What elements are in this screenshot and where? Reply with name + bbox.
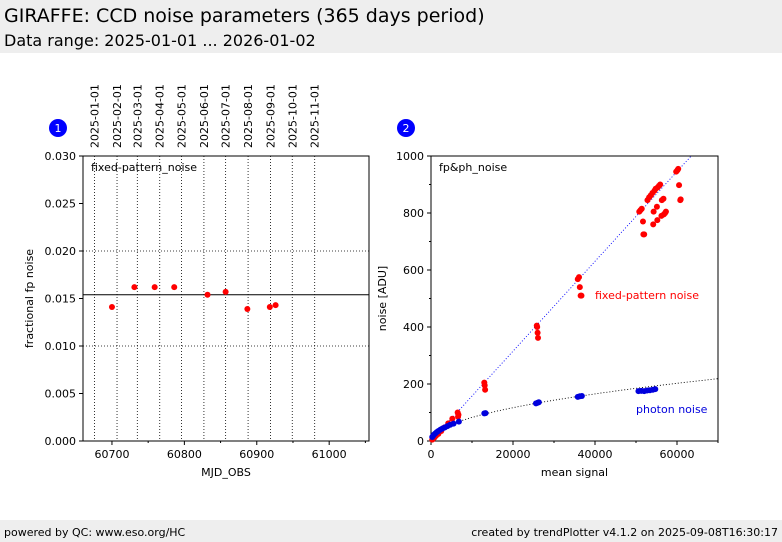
x-tick-label: 60800 bbox=[167, 448, 202, 461]
date-axis-label: 2025-06-01 bbox=[198, 84, 211, 148]
panel-badge bbox=[49, 119, 67, 137]
date-axis-label: 2025-08-01 bbox=[242, 84, 255, 148]
data-point bbox=[449, 415, 456, 422]
data-point bbox=[639, 218, 646, 225]
data-point bbox=[272, 302, 279, 309]
y-tick-label: 0.010 bbox=[45, 340, 77, 353]
series-label-fixed-pattern: fixed-pattern noise bbox=[595, 289, 699, 302]
y-tick-label: 0.015 bbox=[45, 293, 77, 306]
data-point bbox=[650, 221, 657, 228]
data-point bbox=[641, 231, 648, 238]
x-axis-label: mean signal bbox=[541, 466, 608, 479]
data-point bbox=[638, 205, 645, 212]
y-tick-label: 800 bbox=[403, 207, 424, 220]
x-axis-label: MJD_OBS bbox=[201, 466, 251, 479]
panel-badge-number: 2 bbox=[403, 122, 410, 135]
series-label-photon: photon noise bbox=[636, 403, 708, 416]
y-axis-label: fractional fp noise bbox=[23, 249, 36, 348]
x-tick-label: 60900 bbox=[239, 448, 274, 461]
data-point bbox=[151, 284, 158, 291]
x-tick-label: 40000 bbox=[578, 448, 613, 461]
y-tick-label: 600 bbox=[403, 264, 424, 277]
fit-curve bbox=[431, 156, 692, 441]
data-point bbox=[482, 410, 489, 417]
data-point bbox=[534, 329, 541, 336]
data-point bbox=[576, 274, 583, 281]
data-point bbox=[535, 399, 542, 406]
data-point bbox=[578, 292, 585, 299]
date-axis-label: 2025-05-01 bbox=[175, 84, 188, 148]
y-tick-label: 0.030 bbox=[45, 150, 77, 163]
y-tick-label: 0.000 bbox=[45, 435, 77, 448]
plot-annotation: fp&ph_noise bbox=[439, 161, 507, 174]
date-axis-label: 2025-01-01 bbox=[89, 84, 102, 148]
data-point bbox=[222, 288, 229, 295]
data-point bbox=[576, 284, 583, 291]
data-point bbox=[450, 420, 457, 427]
y-tick-label: 0.005 bbox=[45, 388, 77, 401]
x-tick-label: 0 bbox=[428, 448, 435, 461]
footer-created-by: created by trendPlotter v4.1.2 on 2025-0… bbox=[471, 526, 778, 539]
data-point bbox=[455, 413, 462, 420]
x-tick-label: 61000 bbox=[312, 448, 347, 461]
data-point bbox=[244, 305, 251, 312]
plot-annotation: fixed-pattern_noise bbox=[91, 161, 197, 174]
y-tick-label: 400 bbox=[403, 321, 424, 334]
data-point bbox=[171, 284, 178, 291]
y-tick-label: 200 bbox=[403, 378, 424, 391]
date-axis-label: 2025-11-01 bbox=[309, 84, 322, 148]
header-bar bbox=[0, 0, 782, 53]
data-point bbox=[675, 165, 682, 172]
footer-bar bbox=[0, 520, 782, 542]
panel-badge-number: 1 bbox=[55, 122, 62, 135]
footer-powered-by: powered by QC: www.eso.org/HC bbox=[4, 526, 186, 539]
y-tick-label: 0.020 bbox=[45, 245, 77, 258]
data-point bbox=[131, 284, 138, 291]
data-point bbox=[653, 203, 660, 210]
data-point bbox=[578, 392, 585, 399]
fit-curve bbox=[431, 378, 718, 441]
x-tick-label: 60000 bbox=[660, 448, 695, 461]
date-axis-label: 2025-04-01 bbox=[154, 84, 167, 148]
page-title: GIRAFFE: CCD noise parameters (365 days … bbox=[4, 5, 485, 27]
data-point bbox=[108, 304, 115, 311]
data-point bbox=[650, 208, 657, 215]
data-point bbox=[654, 217, 661, 224]
date-axis-label: 2025-07-01 bbox=[220, 84, 233, 148]
data-point bbox=[482, 386, 489, 393]
x-tick-label: 20000 bbox=[496, 448, 531, 461]
x-tick-label: 60700 bbox=[94, 448, 129, 461]
y-axis-label: noise [ADU] bbox=[376, 266, 389, 331]
data-point bbox=[534, 324, 541, 330]
y-tick-label: 1000 bbox=[396, 150, 424, 163]
data-point bbox=[677, 196, 684, 203]
panel-badge bbox=[397, 119, 415, 137]
y-tick-label: 0 bbox=[417, 435, 424, 448]
data-point bbox=[660, 195, 667, 202]
date-axis-label: 2025-02-01 bbox=[111, 84, 124, 148]
y-tick-label: 0.025 bbox=[45, 198, 77, 211]
data-point bbox=[657, 181, 664, 188]
data-point bbox=[652, 386, 659, 393]
data-point bbox=[662, 208, 669, 215]
data-point bbox=[204, 291, 211, 298]
date-axis-label: 2025-09-01 bbox=[265, 84, 278, 148]
date-axis-label: 2025-10-01 bbox=[286, 84, 299, 148]
data-point bbox=[676, 182, 683, 189]
page-subtitle: Data range: 2025-01-01 ... 2026-01-02 bbox=[4, 31, 316, 50]
date-axis-label: 2025-03-01 bbox=[131, 84, 144, 148]
data-point bbox=[455, 418, 462, 425]
data-point bbox=[535, 334, 542, 341]
data-point bbox=[266, 304, 273, 311]
